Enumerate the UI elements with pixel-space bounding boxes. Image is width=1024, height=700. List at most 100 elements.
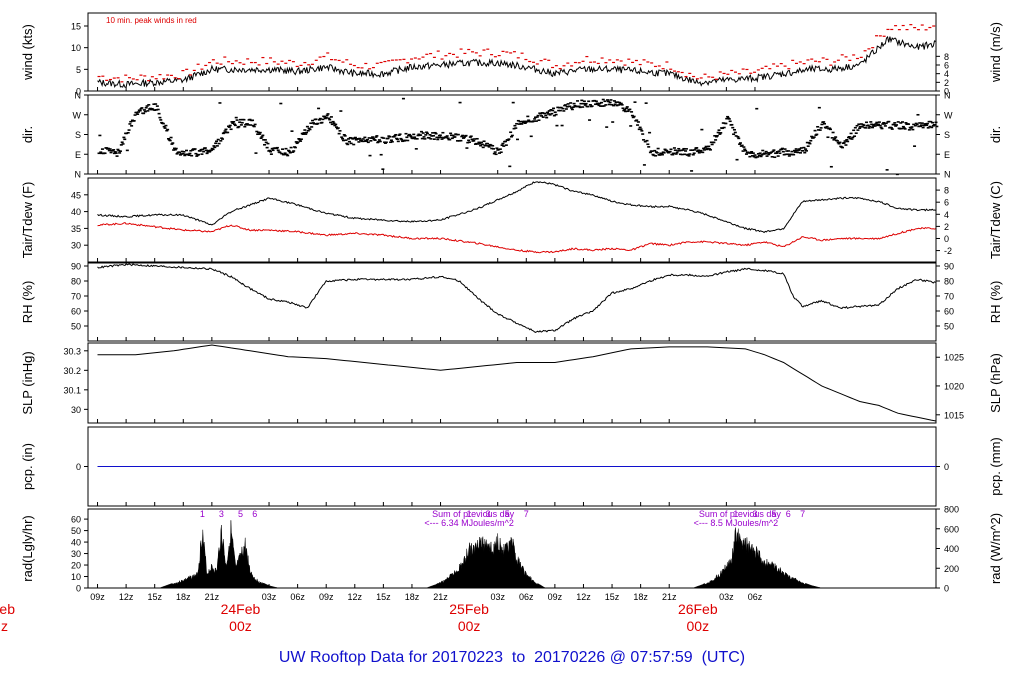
dir-mark bbox=[773, 156, 777, 159]
dir-mark bbox=[481, 146, 485, 149]
x-tick-label: 21z bbox=[662, 592, 677, 602]
dir-mark bbox=[717, 129, 721, 131]
dir-mark bbox=[333, 124, 337, 127]
dir-mark bbox=[409, 135, 413, 138]
dir-mark bbox=[143, 110, 147, 113]
dir-mark bbox=[672, 147, 676, 149]
dir-mark bbox=[453, 136, 457, 138]
dir-mark bbox=[271, 149, 275, 152]
wind-peak-mark bbox=[448, 52, 452, 55]
dir-mark bbox=[550, 112, 554, 115]
temp-line-tair bbox=[97, 181, 936, 234]
dir-mark bbox=[747, 152, 751, 154]
dir-mark bbox=[370, 137, 374, 139]
dir-mark bbox=[783, 148, 787, 150]
dir-mark bbox=[744, 149, 748, 152]
dir-mark bbox=[207, 149, 211, 152]
dir-mark bbox=[136, 111, 140, 113]
slp-ylabel-right: SLP (hPa) bbox=[988, 353, 1003, 413]
dir-mark bbox=[302, 132, 306, 134]
dir-mark bbox=[662, 152, 666, 154]
temp-left-tick-label: 45 bbox=[71, 190, 81, 200]
dir-mark bbox=[770, 155, 774, 158]
wind-right-tick-label: 4 bbox=[944, 69, 949, 79]
dir-mark bbox=[845, 138, 849, 141]
dir-mark bbox=[384, 141, 388, 144]
dir-mark bbox=[371, 137, 375, 140]
dir-mark bbox=[286, 154, 290, 157]
dir-mark bbox=[622, 109, 626, 112]
wind-peak-mark bbox=[158, 74, 162, 76]
wind-peak-mark bbox=[429, 52, 433, 55]
dir-mark bbox=[518, 120, 522, 123]
dir-mark bbox=[440, 138, 444, 140]
dir-mark bbox=[237, 125, 241, 128]
dir-mark bbox=[245, 123, 249, 125]
wind-peak-mark bbox=[291, 61, 295, 63]
dir-mark bbox=[935, 125, 939, 128]
dir-mark bbox=[856, 129, 860, 131]
dir-mark bbox=[347, 138, 351, 140]
dir-mark bbox=[636, 124, 640, 126]
dir-mark bbox=[311, 119, 315, 122]
dir-mark bbox=[368, 154, 372, 157]
dir-mark bbox=[638, 126, 642, 129]
dir-mark bbox=[855, 124, 859, 127]
dir-mark bbox=[568, 105, 572, 108]
wind-peak-mark bbox=[387, 60, 391, 62]
dir-mark bbox=[648, 131, 652, 134]
dir-mark bbox=[884, 122, 888, 125]
dir-mark bbox=[841, 146, 845, 149]
wind-peak-mark bbox=[528, 60, 532, 63]
dir-mark bbox=[215, 145, 219, 147]
wind-peak-mark bbox=[905, 28, 909, 31]
dir-mark bbox=[648, 151, 652, 154]
wind-peak-mark bbox=[562, 65, 566, 67]
dir-mark bbox=[379, 153, 383, 156]
wind-peak-mark bbox=[787, 68, 791, 70]
rh-right-tick-label: 90 bbox=[944, 262, 954, 272]
dir-mark bbox=[169, 136, 173, 139]
rad-hour-mark: 6 bbox=[786, 509, 791, 519]
wind-peak-mark bbox=[288, 59, 292, 62]
dir-mark bbox=[123, 138, 127, 141]
dir-mark bbox=[259, 137, 263, 140]
wind-peak-mark bbox=[474, 52, 478, 54]
wind-peak-mark bbox=[143, 75, 147, 77]
dir-mark bbox=[722, 126, 726, 129]
dir-mark bbox=[919, 125, 923, 128]
dir-mark bbox=[281, 148, 285, 150]
dir-mark bbox=[475, 137, 479, 140]
rh-right-tick-label: 60 bbox=[944, 307, 954, 317]
rad-right-tick-label: 400 bbox=[944, 544, 959, 554]
x-tick-label: 03z bbox=[719, 592, 734, 602]
dir-mark bbox=[413, 136, 417, 138]
dir-mark bbox=[292, 150, 296, 152]
dir-mark bbox=[775, 150, 779, 153]
dir-mark bbox=[610, 103, 614, 106]
dir-mark bbox=[512, 127, 516, 130]
dir-mark bbox=[100, 152, 104, 155]
wind-peak-mark bbox=[570, 65, 574, 67]
wind-peak-mark bbox=[608, 59, 612, 61]
rad-hour-mark: 7 bbox=[524, 509, 529, 519]
dir-mark bbox=[789, 153, 793, 156]
dir-mark bbox=[807, 141, 811, 144]
wind-peak-mark bbox=[349, 63, 353, 65]
dir-mark bbox=[771, 150, 775, 153]
dir-mark bbox=[347, 140, 351, 143]
dir-mark bbox=[570, 108, 574, 111]
dir-mark bbox=[647, 146, 651, 148]
dir-mark bbox=[317, 107, 321, 110]
dir-mark bbox=[532, 120, 536, 122]
dir-mark bbox=[576, 100, 580, 102]
dir-mark bbox=[348, 136, 352, 139]
dir-mark bbox=[194, 152, 198, 155]
x-tick-label: 03z bbox=[490, 592, 505, 602]
dir-mark bbox=[265, 146, 269, 149]
dir-mark bbox=[820, 123, 824, 126]
dir-mark bbox=[190, 154, 194, 157]
dir-mark bbox=[162, 125, 166, 128]
dir-mark bbox=[312, 122, 316, 125]
wind-peak-mark bbox=[619, 60, 623, 62]
